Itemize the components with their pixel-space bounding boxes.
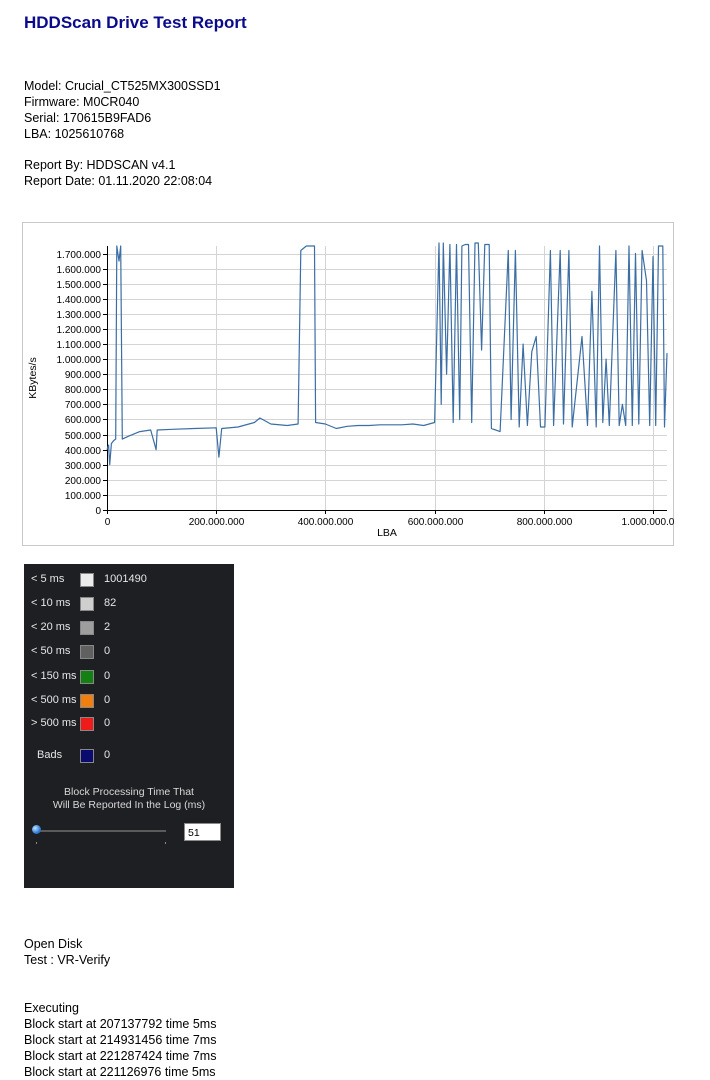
y-tick-label: 1.200.000 <box>57 325 102 336</box>
serial-line: Serial: 170615B9FAD6 <box>24 111 152 125</box>
legend-swatch <box>80 621 94 635</box>
legend-label: < 10 ms <box>31 597 71 609</box>
log-line: Block start at 214931456 time 7ms <box>24 1033 217 1047</box>
legend-label: < 50 ms <box>31 645 71 657</box>
legend-row: < 20 ms 2 <box>24 620 234 636</box>
legend-row: < 150 ms 0 <box>24 669 234 685</box>
threshold-slider-thumb[interactable] <box>32 825 41 834</box>
y-tick-label: 1.600.000 <box>57 265 102 276</box>
report-by-line: Report By: HDDSCAN v4.1 <box>24 158 176 172</box>
y-tick-label: 1.400.000 <box>57 295 102 306</box>
y-tick-label: 300.000 <box>65 461 102 472</box>
firmware-line: Firmware: M0CR040 <box>24 95 140 109</box>
x-tick-label: 0 <box>105 517 111 528</box>
y-tick-label: 1.700.000 <box>57 250 102 261</box>
y-axis-label: KBytes/s <box>27 357 39 398</box>
latency-legend-panel: < 5 ms 1001490 < 10 ms 82 < 20 ms 2 < 50 ms 0 < … <box>24 564 234 888</box>
legend-count: 1001490 <box>104 573 147 585</box>
legend-swatch <box>80 694 94 708</box>
y-tick-label: 1.000.000 <box>57 355 102 366</box>
legend-swatch <box>80 670 94 684</box>
legend-swatch <box>80 717 94 731</box>
report-date-line: Report Date: 01.11.2020 22:08:04 <box>24 174 213 188</box>
log-line <box>24 968 216 984</box>
legend-count: 0 <box>104 749 111 761</box>
legend-row: < 500 ms 0 <box>24 693 234 709</box>
log-line: Executing <box>24 1001 79 1015</box>
x-axis-label: LBA <box>377 527 397 539</box>
threshold-input[interactable]: 51 <box>184 823 221 841</box>
legend-label: Bads <box>37 749 63 761</box>
threshold-caption-line2: Will Be Reported In the Log (ms) <box>52 799 206 811</box>
legend-count: 82 <box>104 597 117 609</box>
y-tick-label: 400.000 <box>65 446 102 457</box>
log-line: Open Disk <box>24 937 83 951</box>
log-line: Block start at 221287424 time 7ms <box>24 1049 217 1063</box>
y-tick-label: 900.000 <box>65 370 102 381</box>
model-line: Model: Crucial_CT525MX300SSD1 <box>24 79 221 93</box>
y-tick-label: 200.000 <box>65 476 102 487</box>
legend-label: < 5 ms <box>31 573 65 585</box>
legend-label: > 500 ms <box>31 717 77 729</box>
log-line: Test : VR-Verify <box>24 953 111 967</box>
y-tick-label: 1.300.000 <box>57 310 102 321</box>
threshold-caption: Block Processing Time That Will Be Repor… <box>24 786 234 812</box>
report-title: HDDScan Drive Test Report <box>24 13 247 32</box>
legend-label: < 20 ms <box>31 621 71 633</box>
test-log: Open Disk Test : VR-Verify Executing Block … <box>24 936 216 1080</box>
y-tick-label: 1.100.000 <box>57 340 102 351</box>
y-tick-label: 700.000 <box>65 400 102 411</box>
legend-count: 2 <box>104 621 111 633</box>
lba-line: LBA: 1025610768 <box>24 127 125 141</box>
legend-count: 0 <box>104 694 111 706</box>
y-tick-label: 0 <box>95 506 101 517</box>
log-line: Block start at 207137792 time 5ms <box>24 1017 217 1031</box>
throughput-series-line <box>106 242 668 466</box>
legend-swatch <box>80 749 94 763</box>
chart-frame <box>22 222 674 546</box>
legend-row: < 10 ms 82 <box>24 596 234 612</box>
legend-row: < 50 ms 0 <box>24 644 234 660</box>
report-meta: Report By: HDDSCAN v4.1 Report Date: 01.… <box>24 157 212 189</box>
legend-label: < 500 ms <box>31 694 77 706</box>
drive-info: Model: Crucial_CT525MX300SSD1 Firmware: … <box>24 78 221 142</box>
y-tick-label: 500.000 <box>65 431 102 442</box>
legend-swatch <box>80 573 94 587</box>
slider-tick <box>36 842 37 844</box>
legend-swatch <box>80 645 94 659</box>
y-tick-label: 100.000 <box>65 491 102 502</box>
x-tick-label: 1.000.000.000 <box>622 517 674 528</box>
y-tick-label: 1.500.000 <box>57 280 102 291</box>
log-line <box>24 984 216 1000</box>
legend-count: 0 <box>104 645 111 657</box>
slider-tick <box>165 842 166 844</box>
legend-row: > 500 ms 0 <box>24 716 234 732</box>
legend-label: < 150 ms <box>31 670 77 682</box>
legend-row: < 5 ms 1001490 <box>24 572 234 588</box>
y-tick-label: 600.000 <box>65 415 102 426</box>
legend-count: 0 <box>104 670 111 682</box>
x-tick-label: 200.000.000 <box>189 517 245 528</box>
x-tick-label: 600.000.000 <box>408 517 464 528</box>
x-tick-label: 400.000.000 <box>298 517 354 528</box>
legend-count: 0 <box>104 717 111 729</box>
threshold-slider-track[interactable] <box>36 830 166 832</box>
y-tick-label: 800.000 <box>65 385 102 396</box>
threshold-caption-line1: Block Processing Time That <box>64 786 194 798</box>
legend-row: Bads 0 <box>24 748 234 764</box>
x-tick-label: 800.000.000 <box>517 517 573 528</box>
log-line: Block start at 221126976 time 5ms <box>24 1065 216 1079</box>
throughput-chart: 0 100.000 200.000 300.000 400.000 500.000 600.… <box>22 222 674 546</box>
legend-swatch <box>80 597 94 611</box>
